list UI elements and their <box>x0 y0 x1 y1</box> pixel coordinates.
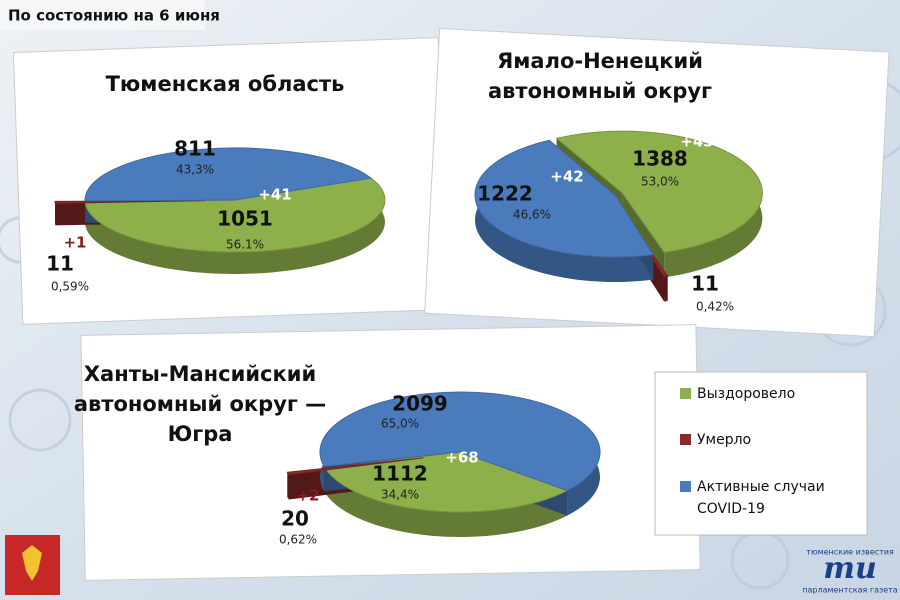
share-label: 46,6% <box>513 208 551 222</box>
share-label: 0,42% <box>696 300 734 314</box>
chart-title: Ямало-Ненецкий <box>497 49 703 73</box>
header: По состоянию на 6 июня <box>8 7 220 25</box>
logo-bottom: парламентская газета <box>802 586 898 595</box>
increment-label: +39 <box>215 123 248 141</box>
slice-side <box>325 468 568 537</box>
chart-title: Тюменская область <box>106 72 345 96</box>
count-label: 1388 <box>632 147 688 171</box>
count-label: 1051 <box>217 207 273 231</box>
increment-label: +42 <box>550 168 583 186</box>
logo-top: тюменские известия <box>806 548 894 557</box>
slice <box>474 139 655 258</box>
legend-swatch <box>680 434 691 445</box>
count-label: 811 <box>174 137 216 161</box>
increment-label: +43 <box>680 133 713 151</box>
slice <box>324 451 569 513</box>
slice-side <box>85 178 386 274</box>
content: Выздоровело Умерло Активные случаи COVID-19… <box>46 49 825 547</box>
share-label: 65,0% <box>381 417 419 431</box>
legend-box <box>654 371 868 536</box>
share-label: 53,0% <box>641 175 679 189</box>
increment-label: +1 <box>63 234 86 252</box>
slice <box>54 200 206 204</box>
legend-label: Выздоровело <box>697 386 795 402</box>
increment-label: +127 <box>448 376 492 394</box>
count-label: 11 <box>46 252 74 276</box>
count-label: 11 <box>691 272 719 296</box>
increment-label: +2 <box>296 487 319 505</box>
count-label: 2099 <box>392 392 448 416</box>
slice-side <box>474 140 654 282</box>
header-bg <box>0 0 205 30</box>
chart-title: автономный округ <box>488 79 712 103</box>
chart-title: Ханты-Мансийский <box>84 362 316 386</box>
chart-title: автономный округ — <box>74 392 326 416</box>
slice <box>286 457 424 476</box>
share-label: 0,62% <box>279 533 317 547</box>
legend-label: Умерло <box>697 432 751 448</box>
count-label: 20 <box>281 507 309 531</box>
increment-label: +68 <box>445 449 478 467</box>
share-label: 0,59% <box>51 280 89 294</box>
count-label: 1112 <box>372 462 428 486</box>
legend-swatch <box>680 481 691 492</box>
legend-swatch <box>680 388 691 399</box>
emblem <box>5 535 60 595</box>
chart-title: Югра <box>168 422 233 446</box>
legend-label: COVID-19 <box>697 501 765 517</box>
legend-label: Активные случаи <box>697 479 825 495</box>
slice <box>84 147 373 202</box>
slice <box>555 130 763 253</box>
share-label: 56.1% <box>226 238 264 252</box>
increment-label: +41 <box>258 186 291 204</box>
share-label: 34,4% <box>381 488 419 502</box>
logo-mark: ти <box>823 551 877 586</box>
share-label: 43,3% <box>176 163 214 177</box>
slice <box>319 391 601 492</box>
count-label: 1222 <box>477 182 533 206</box>
slice <box>84 177 386 253</box>
